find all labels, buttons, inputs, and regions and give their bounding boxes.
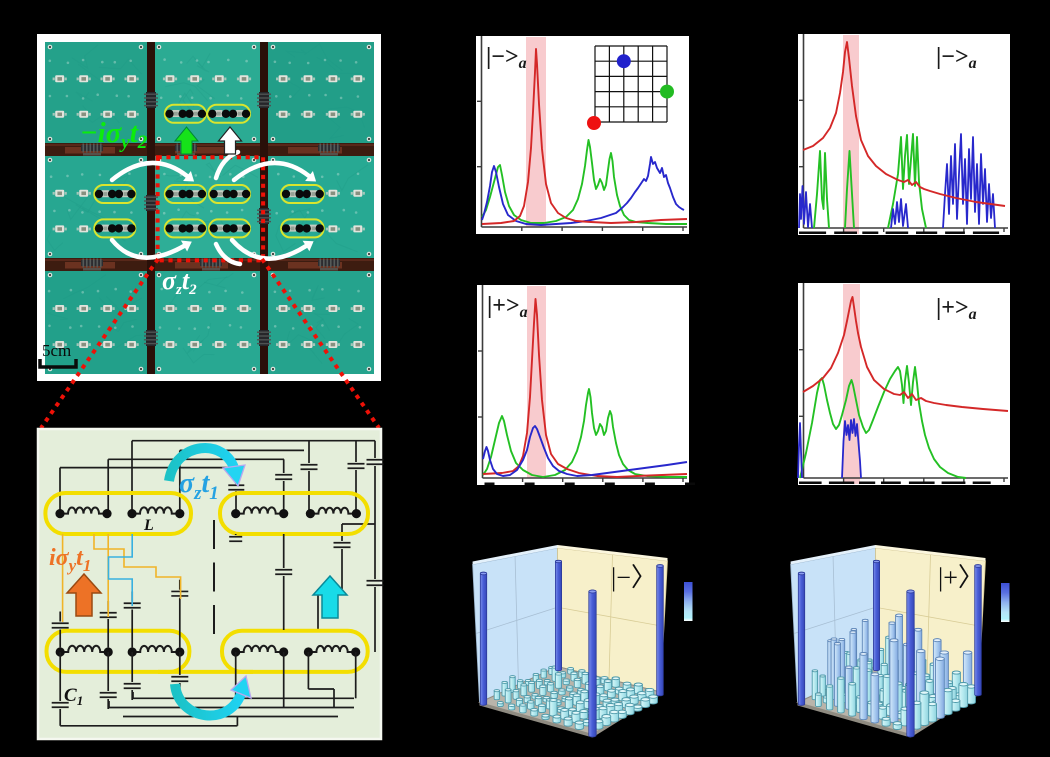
svg-text:L: L [143,517,154,534]
svg-text:−iσyt2: −iσyt2 [80,117,148,153]
svg-text:5cm: 5cm [42,341,71,360]
svg-text:|+>a: |+>a [936,295,977,323]
svg-text:|−〉: |−〉 [611,563,657,592]
svg-text:|+〉: |+〉 [938,563,984,592]
